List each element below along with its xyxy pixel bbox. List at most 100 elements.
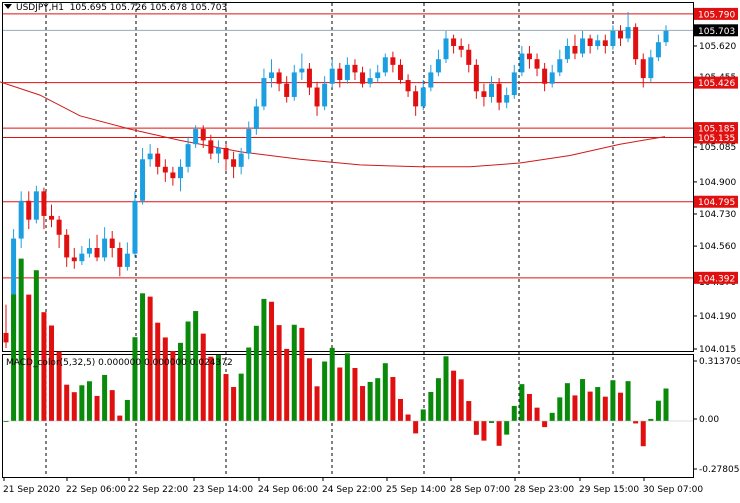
price-panel bbox=[2, 2, 694, 352]
candle-body bbox=[640, 59, 646, 79]
macd-bar bbox=[580, 379, 586, 421]
macd-bar bbox=[534, 407, 540, 421]
macd-bar bbox=[314, 386, 320, 421]
macd-bar bbox=[610, 380, 616, 421]
level-label: 105.185 bbox=[698, 125, 735, 135]
candle-body bbox=[397, 64, 403, 80]
candle-body bbox=[617, 30, 623, 39]
macd-bar bbox=[617, 392, 623, 421]
macd-bar bbox=[276, 325, 282, 421]
macd-bar bbox=[299, 327, 305, 421]
current-price-label: 105.703 bbox=[698, 27, 735, 37]
macd-bar bbox=[26, 294, 32, 421]
candle-body bbox=[231, 159, 237, 167]
candle-body bbox=[382, 57, 388, 73]
candle-body bbox=[238, 153, 244, 167]
candle-body bbox=[291, 72, 297, 97]
macd-bar bbox=[648, 418, 654, 421]
macd-bar bbox=[489, 421, 495, 423]
candle-body bbox=[344, 64, 350, 80]
macd-bar bbox=[549, 412, 555, 421]
candle-body bbox=[428, 72, 434, 88]
macd-bar bbox=[625, 381, 631, 421]
macd-bar bbox=[451, 370, 457, 421]
candle-body bbox=[11, 238, 17, 343]
macd-bar bbox=[443, 356, 449, 421]
macd-bar bbox=[253, 325, 259, 421]
price-axis: 105.620105.455105.085104.900104.730104.5… bbox=[693, 7, 738, 355]
candles bbox=[3, 12, 669, 352]
candle-body bbox=[511, 72, 517, 96]
macd-bar bbox=[162, 337, 168, 421]
chart-header: USDJPY,H1 105.695 105.726 105.678 105.70… bbox=[4, 3, 227, 13]
macd-axis: 0.313709 0.00 -0.278053 bbox=[693, 357, 740, 475]
candle-body bbox=[458, 45, 464, 50]
candle-body bbox=[185, 144, 191, 167]
level-label-box bbox=[694, 7, 738, 20]
level-label-box bbox=[694, 122, 738, 135]
macd-bar bbox=[238, 373, 244, 421]
macd-bar bbox=[458, 379, 464, 421]
level-label: 105.135 bbox=[698, 134, 735, 144]
macd-bar bbox=[526, 393, 532, 421]
candle-body bbox=[564, 45, 570, 60]
candle-body bbox=[140, 159, 146, 201]
time-tick-label: 21 Sep 2020 bbox=[3, 485, 60, 495]
candle-body bbox=[177, 166, 183, 179]
macd-bar bbox=[397, 398, 403, 421]
macd-bar bbox=[428, 391, 434, 421]
candle-body bbox=[329, 68, 335, 84]
candle-body bbox=[314, 87, 320, 107]
time-tick-label: 29 Sep 15:00 bbox=[579, 485, 639, 495]
macd-bar bbox=[329, 347, 335, 421]
candle-body bbox=[64, 234, 70, 258]
candle-body bbox=[481, 91, 487, 97]
level-label-box bbox=[694, 76, 738, 89]
macd-bar bbox=[504, 421, 510, 435]
macd-bar bbox=[11, 294, 17, 421]
candle-body bbox=[420, 87, 426, 107]
candle-body bbox=[276, 72, 282, 84]
candle-body bbox=[49, 215, 55, 220]
collapse-triangle-icon[interactable] bbox=[4, 4, 12, 9]
macd-bar bbox=[140, 293, 146, 421]
candle-body bbox=[655, 42, 661, 58]
level-label: 105.426 bbox=[698, 79, 735, 89]
candle-body bbox=[253, 106, 259, 130]
time-tick-label: 25 Sep 14:00 bbox=[386, 485, 446, 495]
candle-body bbox=[633, 27, 639, 60]
candle-body bbox=[595, 40, 601, 46]
macd-bar bbox=[132, 337, 138, 421]
macd-bar bbox=[435, 378, 441, 421]
macd-title: MACD_color(5,32,5) 0.000000 0.000000 0.0… bbox=[6, 358, 233, 368]
macd-bar bbox=[71, 392, 77, 421]
macd-bar bbox=[117, 415, 123, 421]
candle-body bbox=[451, 38, 457, 46]
candle-body bbox=[269, 72, 275, 79]
candle-body bbox=[405, 79, 411, 92]
candle-body bbox=[504, 95, 510, 103]
candle-body bbox=[261, 78, 267, 107]
macd-bar bbox=[367, 381, 373, 421]
candle-body bbox=[56, 219, 62, 235]
level-label: 104.392 bbox=[698, 274, 735, 284]
candle-body bbox=[162, 166, 168, 173]
level-label-box bbox=[694, 131, 738, 144]
candle-body bbox=[124, 253, 130, 267]
macd-bar bbox=[344, 353, 350, 421]
macd-bar bbox=[200, 333, 206, 421]
candle-body bbox=[572, 45, 578, 54]
price-tick-label: 104.015 bbox=[699, 345, 736, 355]
macd-bar bbox=[208, 356, 214, 421]
price-tick-label: 104.730 bbox=[699, 210, 736, 220]
macd-bar bbox=[147, 296, 153, 421]
candle-body bbox=[3, 332, 9, 343]
macd-bar bbox=[337, 367, 343, 421]
macd-bar bbox=[109, 390, 115, 421]
candle-body bbox=[18, 200, 24, 239]
time-tick-label: 23 Sep 14:00 bbox=[193, 485, 253, 495]
level-label-box bbox=[694, 271, 738, 284]
candle-body bbox=[534, 59, 540, 69]
